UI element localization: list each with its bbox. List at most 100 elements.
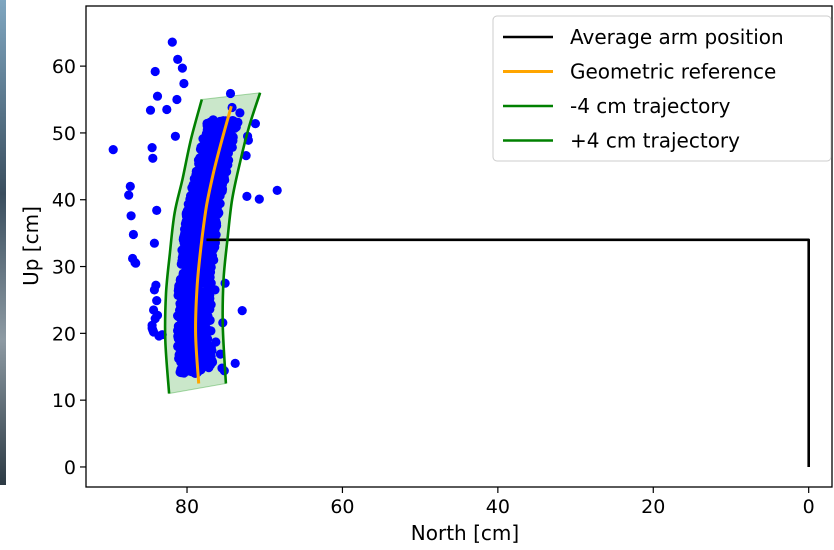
scatter-cloud-point [195, 202, 205, 212]
scatter-point [211, 337, 221, 347]
x-axis-label: North [cm] [411, 521, 519, 545]
scatter-point [201, 361, 211, 371]
y-axis-label: Up [cm] [19, 206, 43, 286]
scatter-point [210, 285, 220, 295]
axes-frame [85, 5, 833, 488]
y-tick-label: 40 [52, 190, 76, 212]
y-tick-label: 20 [52, 323, 76, 345]
scatter-cloud-point [215, 199, 225, 209]
scatter-cloud-point [179, 234, 189, 244]
x-tick-label: 40 [486, 496, 510, 518]
scatter-point [149, 305, 159, 315]
scatter-cloud-point [180, 332, 190, 342]
scatter-cloud-point [198, 184, 208, 194]
series-line-4-cm-trajectory [221, 92, 262, 384]
x-tick-label: 80 [175, 496, 199, 518]
scatter-point [152, 205, 162, 215]
scatter-cloud-point [200, 176, 210, 186]
legend: Average arm position Geometric reference -… [492, 15, 832, 162]
scatter-point [235, 108, 245, 118]
scatter-point [130, 257, 140, 268]
scatter-cloud-point [177, 340, 187, 350]
y-tick-label: 30 [52, 257, 76, 279]
legend-label-average-arm-position: Average arm position [570, 25, 784, 49]
scatter-point [124, 190, 134, 200]
x-tick-label: 0 [803, 496, 815, 518]
scatter-cloud-point [202, 313, 212, 324]
scatter-cloud-point [189, 251, 199, 261]
scatter-cloud-point [210, 239, 220, 249]
scatter-cloud-point [186, 214, 196, 224]
scatter-point [167, 37, 177, 47]
scatter-point [237, 306, 247, 316]
scatter-point [125, 181, 135, 191]
scatter-point [170, 131, 180, 141]
scatter-cloud-point [174, 354, 184, 364]
series-line-geometric-reference [194, 105, 233, 384]
scatter-point [149, 238, 159, 248]
scatter-cloud-point [222, 153, 232, 164]
scatter-cloud-point [203, 267, 213, 277]
scatter-point [152, 91, 163, 101]
legend-label-4-cm-trajectory: +4 cm trajectory [570, 129, 740, 153]
y-tick-label: 10 [52, 390, 76, 412]
scatter-point [179, 78, 189, 89]
scatter-cloud-point [190, 182, 200, 192]
scatter-cloud-point [198, 146, 208, 156]
scatter-point [177, 63, 187, 73]
y-tick-label: 0 [64, 457, 76, 479]
scatter-point [254, 194, 264, 204]
scatter-cloud-point [207, 251, 218, 261]
background-photo-strip [0, 0, 6, 485]
scatter-point [250, 119, 260, 129]
y-tick-label: 50 [52, 123, 76, 145]
scatter-cloud-point [217, 184, 228, 194]
scatter-cloud-point [226, 138, 236, 148]
scatter-cloud-point [226, 127, 236, 137]
scatter-point [220, 278, 230, 288]
scatter-point [148, 153, 158, 163]
scatter-cloud-point [207, 216, 217, 226]
scatter-point [242, 191, 252, 201]
series-line-average-arm-position [206, 238, 810, 467]
scatter-cloud-point [191, 166, 201, 176]
scatter-point [225, 88, 236, 99]
scatter-point [147, 143, 157, 153]
scatter-cloud-point [184, 259, 194, 269]
line-layer [163, 92, 810, 467]
scatter-cloud-point [205, 117, 215, 127]
legend-label-geometric-reference: Geometric reference [570, 60, 776, 84]
scatter-point [152, 296, 162, 306]
scatter-point [230, 358, 240, 368]
scatter-cloud-point [227, 118, 237, 129]
scatter-point [150, 66, 160, 77]
x-tick-label: 20 [641, 496, 665, 518]
scatter-cloud-point [189, 229, 200, 240]
scatter-cloud-point [177, 368, 187, 378]
scatter-cloud-point [220, 166, 230, 176]
scatter-cloud-point [197, 340, 207, 350]
scatter-cloud-point [182, 314, 192, 324]
tick-layer: 80 60 40 20 0 0 10 20 30 40 50 60 [52, 56, 815, 518]
scatter-point [108, 145, 118, 155]
scatter-point [145, 105, 156, 115]
scatter-cloud-point [212, 206, 223, 216]
scatter-point [207, 346, 217, 356]
scatter-cloud-point [175, 323, 185, 333]
series-line-4-cm-trajectory [163, 99, 204, 394]
scatter-cloud-point [204, 303, 214, 313]
scatter-cloud-point [207, 149, 217, 159]
scatter-cloud-point [177, 280, 188, 290]
scatter-point [272, 185, 282, 195]
scatter-cloud-point [180, 349, 190, 359]
scatter-cloud-point [186, 301, 196, 311]
y-tick-label: 60 [52, 56, 76, 78]
scatter-cloud-point [209, 192, 219, 202]
scatter-point [126, 211, 136, 221]
scatter-cloud-point [200, 139, 210, 150]
scatter-cloud-point [184, 203, 194, 213]
scatter-point [172, 94, 182, 105]
scatter-point [173, 54, 183, 64]
legend-label-4-cm-trajectory: -4 cm trajectory [570, 94, 731, 118]
